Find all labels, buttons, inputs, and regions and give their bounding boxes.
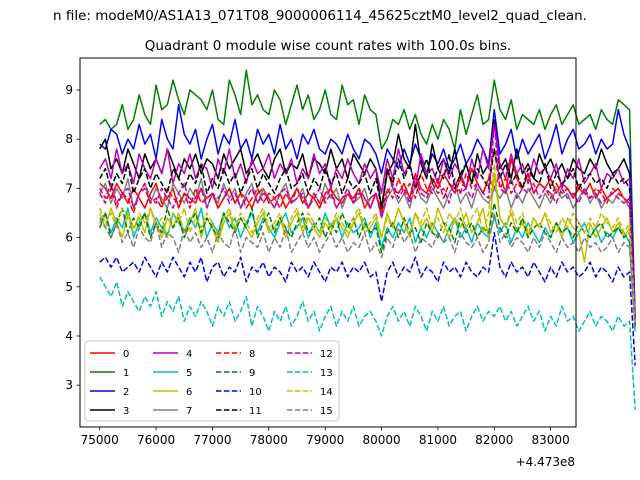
legend-label: 11 [249,406,262,417]
y-tick-label: 9 [65,83,73,97]
x-tick-label: 81000 [419,433,457,447]
x-tick-label: 80000 [362,433,400,447]
series-line-2 [99,103,636,317]
x-tick-label: 79000 [306,433,344,447]
x-tick-label: 78000 [250,433,288,447]
x-tick-label: 82000 [475,433,513,447]
series-line-7 [99,177,636,327]
x-tick-label: 75000 [81,433,119,447]
legend-label: 5 [186,368,192,379]
legend-label: 1 [123,368,129,379]
x-tick-label: 76000 [137,433,175,447]
legend-box [84,340,340,422]
series-line-14 [99,163,636,327]
y-tick-label: 3 [65,378,73,392]
series-line-1 [99,69,636,327]
y-axis: 3 4 5 6 7 8 9 [65,83,80,392]
y-tick-label: 6 [65,231,73,245]
series-line-9 [99,202,636,327]
legend-label: 4 [186,349,192,360]
legend-label: 10 [249,387,262,398]
x-tick-label: 77000 [193,433,231,447]
series-line-13 [99,276,636,410]
y-tick-label: 5 [65,280,73,294]
legend-label: 8 [249,349,255,360]
y-tick-label: 4 [65,329,73,343]
legend-label: 14 [320,387,333,398]
y-tick-label: 7 [65,181,73,195]
x-axis: 75000 76000 77000 78000 79000 80000 81000 82000… [81,427,570,447]
series-line-10 [99,231,636,366]
chart-title: Quadrant 0 module wise count rates with … [145,38,511,54]
x-tick-label: 83000 [532,433,570,447]
legend-label: 2 [123,387,129,398]
figure-title: n file: modeM0/AS1A13_071T08_9000006114_… [53,8,587,24]
legend-label: 6 [186,387,192,398]
legend-label: 12 [320,349,333,360]
legend-label: 0 [123,349,129,360]
series-line-11 [99,148,636,327]
legend-label: 3 [123,406,129,417]
series-line-5 [99,207,636,332]
legend-label: 15 [320,406,333,417]
legend-label: 13 [320,368,333,379]
legend-label: 7 [186,406,192,417]
series-line-3 [99,118,636,327]
plot-area [99,69,636,410]
axes-frame [79,57,577,428]
x-offset-text: +4.473e8 [516,455,575,469]
y-tick-label: 8 [65,132,73,146]
series-line-15 [99,212,636,332]
series-line-8 [99,148,636,322]
legend-label: 9 [249,368,255,379]
